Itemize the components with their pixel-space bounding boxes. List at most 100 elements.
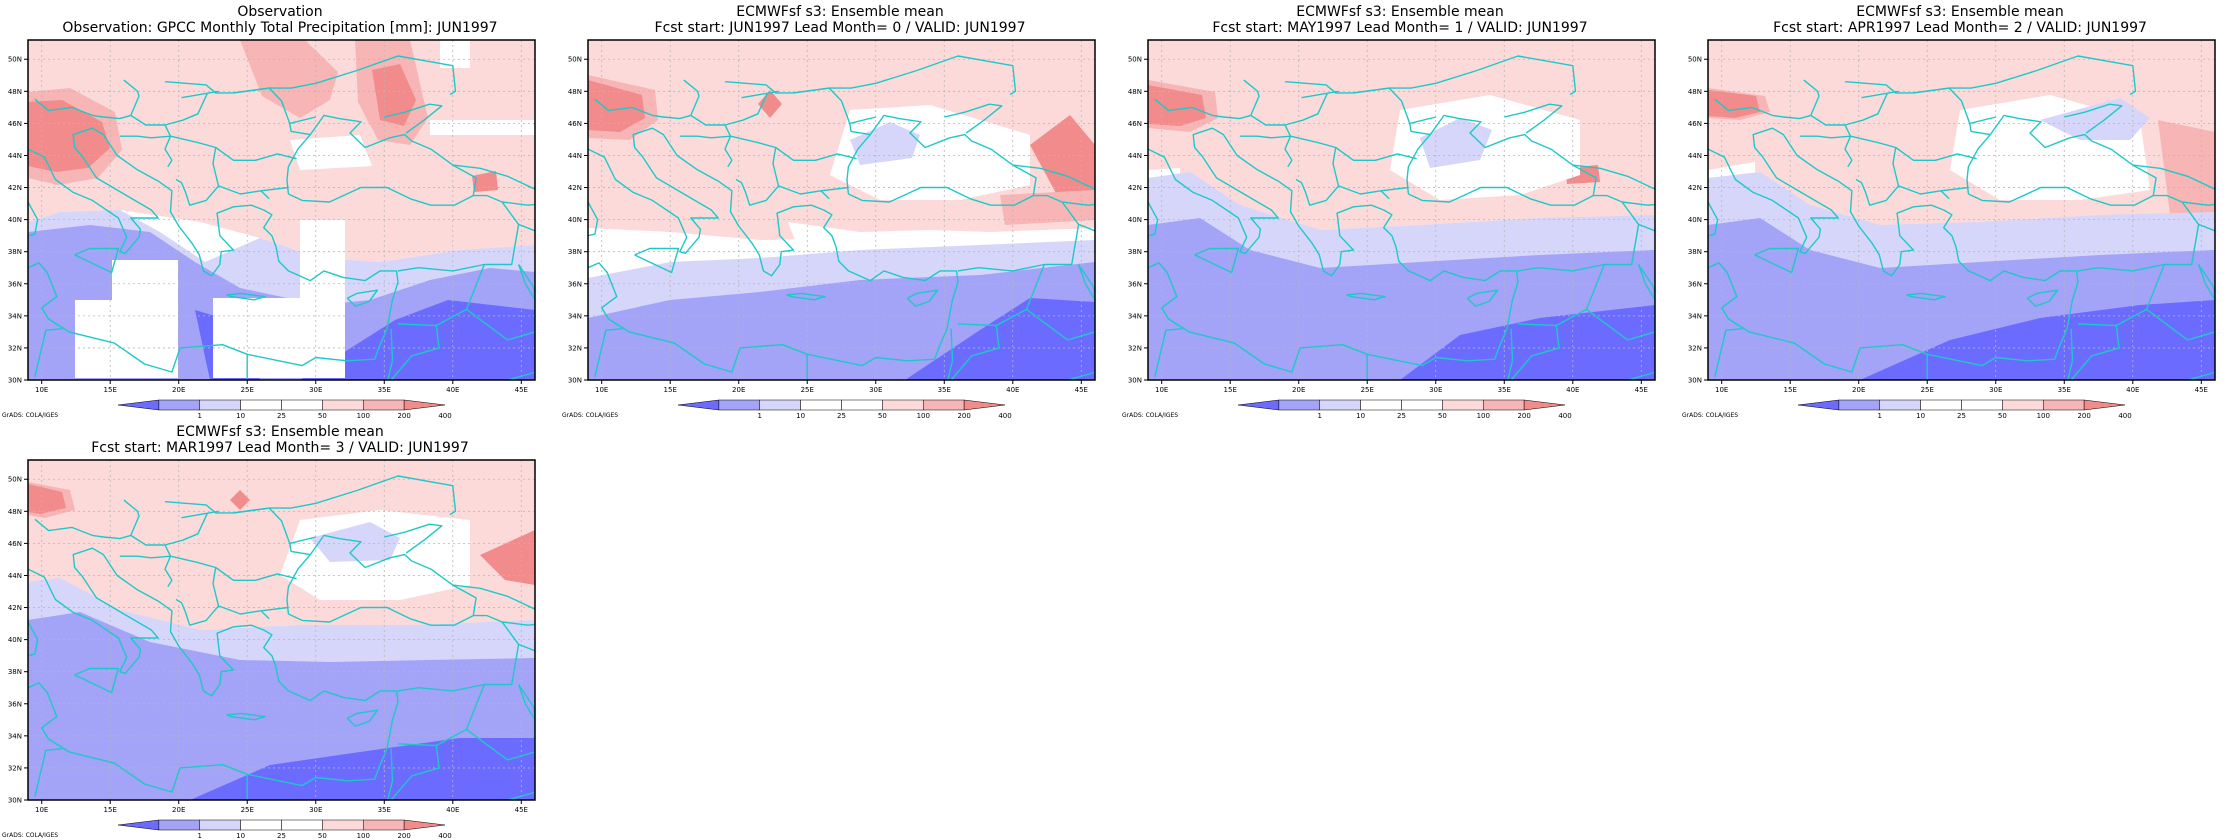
- colorbar: 1 10 25 50 100 200 400: [117, 819, 452, 840]
- lat-tick-label: 44N: [1688, 152, 1702, 160]
- lat-tick-label: 48N: [568, 88, 582, 96]
- shaded-region: [430, 120, 535, 135]
- shaded-region: [310, 522, 400, 562]
- lat-tick-label: 50N: [1688, 56, 1702, 64]
- colorbar-low-arrow: [1237, 399, 1280, 411]
- shaded-region: [472, 171, 498, 192]
- coastlines: [1708, 55, 2215, 380]
- grid-lines: [28, 40, 535, 380]
- colorbar-segment: [240, 399, 282, 411]
- lat-tick-label: 48N: [1128, 88, 1142, 96]
- map-field: [28, 460, 535, 800]
- colorbar-segment: [800, 399, 842, 411]
- colorbar-segment: [1442, 399, 1484, 411]
- lon-tick-label: 35E: [2058, 386, 2071, 394]
- lon-tick-label: 20E: [172, 386, 185, 394]
- lat-tick-label: 30N: [568, 377, 582, 385]
- lon-tick-label: 35E: [938, 386, 951, 394]
- colorbar-high-arrow: [963, 399, 1006, 411]
- lat-tick-label: 48N: [1688, 88, 1702, 96]
- lat-tick-label: 44N: [8, 152, 22, 160]
- shaded-region: [2040, 98, 2150, 140]
- panel-title: Observation: [237, 4, 322, 20]
- colorbar-label: 50: [318, 832, 327, 840]
- shaded-region: [75, 300, 178, 378]
- shaded-region: [1030, 115, 1095, 210]
- colorbar-high-arrow: [403, 399, 446, 411]
- lat-tick-label: 30N: [8, 797, 22, 805]
- colorbar-segment: [1401, 399, 1443, 411]
- shaded-region: [788, 222, 1095, 244]
- colorbar-segment: [759, 399, 801, 411]
- panel-lead-2: ECMWFsf s3: Ensemble mean Fcst start: APR…: [1680, 0, 2240, 420]
- panel-title: ECMWFsf s3: Ensemble mean: [1296, 4, 1503, 20]
- colorbar-segment: [158, 399, 200, 411]
- coastlines: [588, 55, 1095, 380]
- shaded-region: [1708, 90, 1760, 118]
- lat-tick-label: 42N: [1128, 184, 1142, 192]
- lon-tick-label: 15E: [104, 386, 117, 394]
- colorbar-segment: [363, 819, 405, 831]
- colorbar-segment: [281, 399, 323, 411]
- grads-credit: GrADS: COLA/IGES: [2, 412, 58, 419]
- lat-tick-label: 40N: [8, 216, 22, 224]
- panel-observation: Observation Observation: GPCC Monthly Tot…: [0, 0, 560, 420]
- shaded-region: [1148, 85, 1206, 126]
- colorbar-label: 25: [1397, 412, 1406, 420]
- shaded-region: [372, 64, 416, 126]
- lat-tick-label: 42N: [568, 184, 582, 192]
- lat-tick-label: 34N: [1688, 312, 1702, 320]
- lon-tick-label: 20E: [1852, 386, 1865, 394]
- colorbar-segment: [2002, 399, 2044, 411]
- lat-tick-label: 44N: [8, 572, 22, 580]
- lat-tick-label: 48N: [8, 88, 22, 96]
- lon-tick-label: 25E: [241, 806, 254, 814]
- lat-tick-label: 32N: [1128, 344, 1142, 352]
- coastlines: [28, 55, 535, 380]
- colorbar-segment: [1319, 399, 1361, 411]
- map-frame: [27, 459, 536, 801]
- lat-tick-label: 38N: [1688, 248, 1702, 256]
- grads-credit: GrADS: COLA/IGES: [2, 832, 58, 839]
- panel-subtitle: Fcst start: MAR1997 Lead Month= 3 / VALI…: [91, 440, 469, 456]
- colorbar-segment: [1961, 399, 2003, 411]
- colorbar-label: 10: [236, 412, 245, 420]
- lon-tick-label: 40E: [446, 806, 459, 814]
- lon-tick-label: 45E: [2195, 386, 2208, 394]
- colorbar-label: 1: [758, 412, 762, 420]
- lat-tick-label: 44N: [1128, 152, 1142, 160]
- colorbar-label: 400: [1558, 412, 1571, 420]
- colorbar-segment: [363, 399, 405, 411]
- lat-tick-label: 34N: [1128, 312, 1142, 320]
- lon-tick-label: 45E: [1635, 386, 1648, 394]
- colorbar-label: 10: [236, 832, 245, 840]
- lat-tick-label: 40N: [568, 216, 582, 224]
- lat-tick-label: 50N: [8, 476, 22, 484]
- panel-subtitle: Fcst start: JUN1997 Lead Month= 0 / VALI…: [655, 20, 1026, 36]
- lon-tick-label: 35E: [1498, 386, 1511, 394]
- panel-title: ECMWFsf s3: Ensemble mean: [1856, 4, 2063, 20]
- panel-subtitle: Fcst start: APR1997 Lead Month= 2 / VALI…: [1773, 20, 2147, 36]
- lat-tick-label: 32N: [568, 344, 582, 352]
- colorbar-segment: [1278, 399, 1320, 411]
- colorbar-high-arrow: [2083, 399, 2126, 411]
- colorbar-segment: [240, 819, 282, 831]
- grid-lines: [1708, 40, 2215, 380]
- lon-tick-label: 25E: [1361, 386, 1374, 394]
- panel-lead-1: ECMWFsf s3: Ensemble mean Fcst start: MAY…: [1120, 0, 1680, 420]
- lat-tick-label: 32N: [8, 764, 22, 772]
- colorbar-label: 100: [2037, 412, 2050, 420]
- grads-credit: GrADS: COLA/IGES: [1682, 412, 1738, 419]
- lon-tick-label: 30E: [1429, 386, 1442, 394]
- lat-tick-label: 46N: [8, 540, 22, 548]
- colorbar-label: 10: [1916, 412, 1925, 420]
- map-field: [1148, 40, 1655, 380]
- colorbar-label: 100: [357, 412, 370, 420]
- colorbar-high-arrow: [403, 819, 446, 831]
- coastlines: [1148, 55, 1655, 380]
- colorbar-label: 25: [837, 412, 846, 420]
